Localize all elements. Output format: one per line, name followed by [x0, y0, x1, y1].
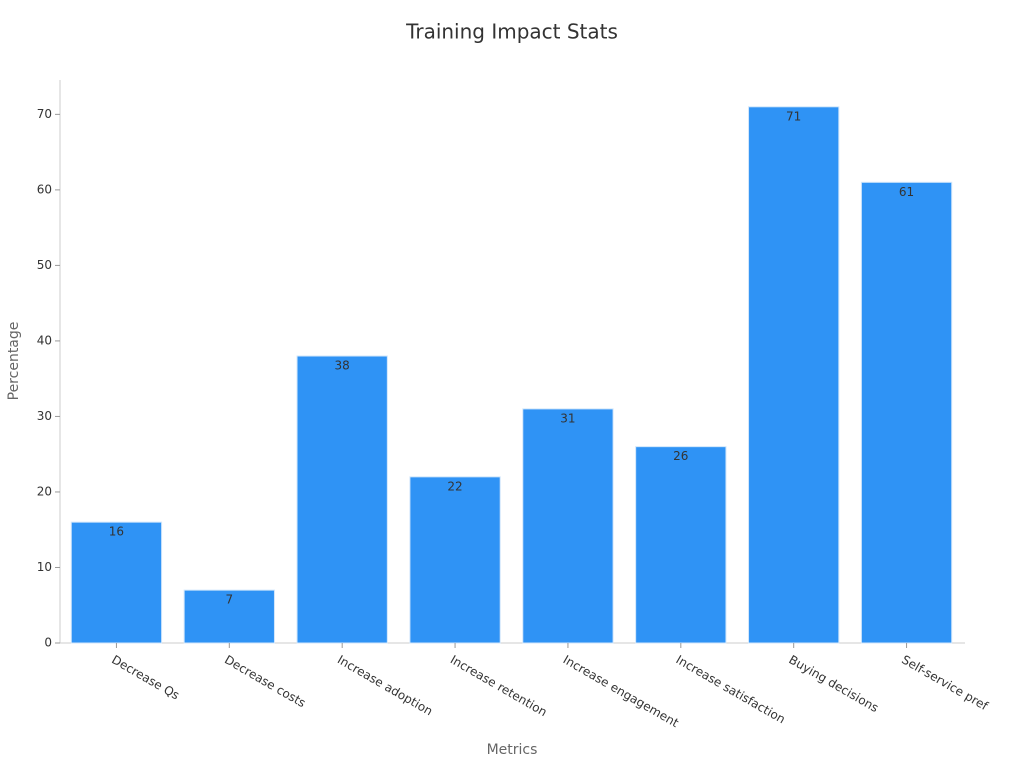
value-label: 38: [335, 359, 350, 373]
value-label: 61: [899, 185, 914, 199]
value-label: 31: [560, 411, 575, 425]
y-tick-label: 40: [37, 333, 52, 347]
x-tick-label: Increase retention: [448, 653, 550, 720]
bar: [860, 181, 953, 644]
x-tick-label: Increase adoption: [335, 653, 435, 719]
chart-title: Training Impact Stats: [405, 20, 618, 44]
x-tick-label: Increase satisfaction: [674, 653, 788, 727]
y-tick-label: 10: [37, 560, 52, 574]
value-label: 26: [673, 449, 688, 463]
y-tick-label: 0: [44, 636, 52, 650]
x-tick-label: Decrease Qs: [109, 653, 182, 703]
y-tick-label: 50: [37, 258, 52, 272]
y-tick-label: 30: [37, 409, 52, 423]
bar: [296, 355, 388, 644]
y-axis-label: Percentage: [6, 322, 22, 401]
value-label: 16: [109, 525, 124, 539]
y-tick-label: 20: [37, 484, 52, 498]
value-label: 71: [786, 109, 801, 123]
bar: [183, 589, 275, 644]
value-label: 22: [447, 479, 462, 493]
bar: [522, 408, 614, 644]
y-tick-label: 60: [37, 182, 52, 196]
x-tick-label: Decrease costs: [222, 653, 308, 711]
bar: [748, 106, 840, 644]
bar: [409, 476, 501, 644]
x-tick-label: Buying decisions: [786, 653, 880, 716]
x-tick-label: Self-service pref: [899, 653, 991, 714]
bar: [635, 446, 727, 644]
x-axis-label: Metrics: [487, 742, 538, 758]
y-tick-label: 70: [37, 107, 52, 121]
bar: [70, 521, 163, 644]
x-tick-label: Increase engagement: [561, 653, 682, 731]
value-label: 7: [225, 593, 233, 607]
